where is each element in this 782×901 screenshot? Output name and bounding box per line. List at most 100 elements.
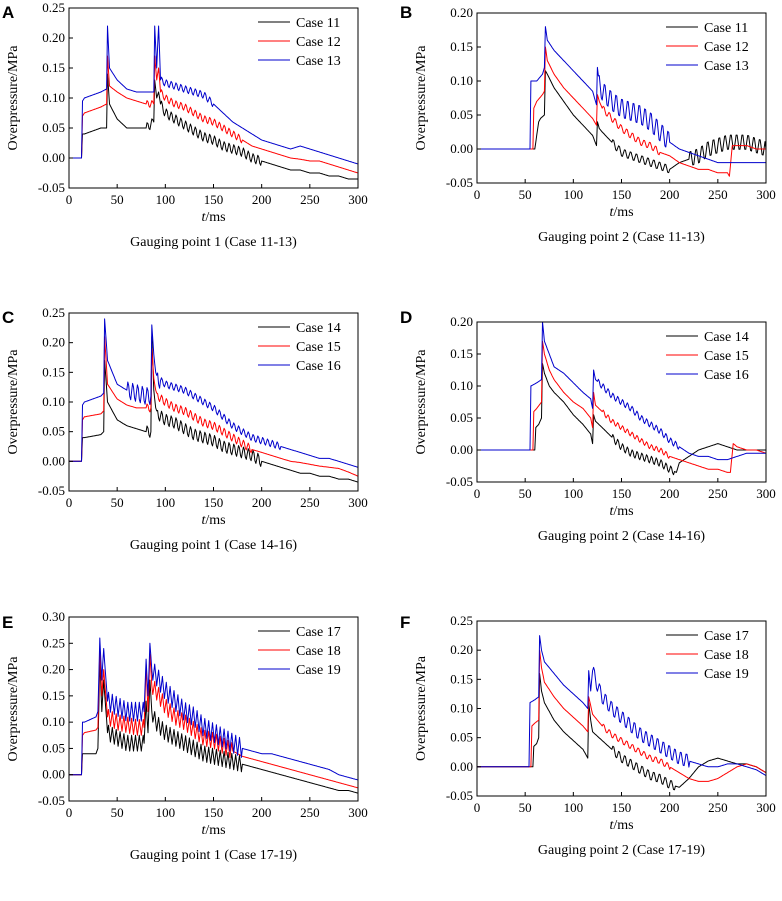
x-tick-label: 150 [612,486,632,501]
legend-label: Case 12 [704,40,749,55]
x-tick-label: 300 [756,486,776,501]
panel-caption: Gauging point 1 (Case 11-13) [130,235,297,250]
y-axis-label: Overpressure/MPa [6,349,21,455]
x-tick-label: 100 [564,187,584,202]
x-tick-label: 0 [66,192,73,207]
series-line-case-19 [477,635,767,777]
chart-panel-a: A 0 50 100 150 200 250 300 -0.05 0.00 0.05 0.10 0.15… [2,0,368,250]
y-tick-label: 0.25 [42,635,65,650]
series-line-case-15 [69,336,359,477]
y-tick-label: 0.10 [42,714,65,729]
y-tick-label: 0.05 [450,410,473,425]
series-line-case-11 [477,70,767,174]
y-axis-label: Overpressure/MPa [6,45,21,151]
x-tick-label: 150 [612,800,632,815]
x-tick-label: 200 [660,486,680,501]
y-tick-label: 0.00 [450,759,473,774]
y-tick-label: 0.10 [450,701,473,716]
x-tick-label: 100 [564,800,584,815]
y-tick-label: 0.20 [42,662,65,677]
x-tick-label: 100 [156,805,176,820]
y-tick-label: 0.15 [450,346,473,361]
panel-caption: Gauging point 1 (Case 17-19) [130,848,298,863]
x-tick-label: 150 [204,495,224,510]
legend-label: Case 16 [296,359,341,374]
x-tick-label: 250 [708,800,728,815]
chart-panel-c: C 0 50 100 150 200 250 300 -0.05 0.00 0.05 0.10 0.15… [2,305,368,553]
legend-label: Case 15 [704,349,749,364]
series-line-case-17 [69,658,359,794]
y-tick-label: 0.20 [42,335,65,350]
panel-letter: A [2,3,14,22]
x-tick-label: 100 [156,192,176,207]
y-axis-label: Overpressure/MPa [414,45,429,151]
y-tick-label: 0.00 [42,150,65,165]
x-tick-label: 300 [756,187,776,202]
y-tick-label: 0.10 [450,73,473,88]
series-line-case-11 [69,73,358,180]
series-line-case-19 [69,637,359,781]
x-tick-label: 250 [708,187,728,202]
legend-label: Case 13 [296,54,341,69]
chart-panel-e: E 0 50 100 150 200 250 300 -0.05 0.00 0.05 0.10 0.15… [2,609,368,863]
legend-label: Case 13 [704,59,749,74]
legend-label: Case 17 [704,629,749,644]
series-line-case-16 [477,321,766,461]
y-tick-label: 0.05 [450,107,473,122]
y-tick-label: 0.10 [450,378,473,393]
x-tick-label: 50 [111,495,124,510]
legend-label: Case 11 [704,21,748,36]
x-axis-label: t/ms [609,504,633,519]
x-tick-label: 250 [300,805,320,820]
x-tick-label: 150 [204,805,224,820]
y-tick-label: 0.00 [42,453,65,468]
x-tick-label: 0 [66,805,73,820]
y-tick-label: 0.15 [42,688,65,703]
chart-panel-d: D 0 50 100 150 200 250 300 -0.05 0.00 0.05 0.10 0.15… [400,308,776,544]
y-tick-label: -0.05 [38,180,65,195]
legend: Case 14 Case 15 Case 16 [258,321,341,374]
chart-panel-f: F 0 50 100 150 200 250 300 -0.05 0.00 0.05 0.10 0.15… [400,613,776,858]
x-tick-label: 150 [612,187,632,202]
legend-label: Case 14 [296,321,341,336]
x-tick-label: 200 [660,800,680,815]
y-tick-label: 0.05 [42,120,65,135]
y-tick-label: 0.10 [42,90,65,105]
panel-caption: Gauging point 2 (Case 14-16) [538,529,706,544]
x-tick-label: 50 [111,192,124,207]
legend: Case 11 Case 12 Case 13 [666,21,749,74]
panel-caption: Gauging point 2 (Case 11-13) [538,230,705,245]
x-tick-label: 0 [66,495,73,510]
plot-frame [476,12,767,184]
x-tick-label: 250 [708,486,728,501]
x-tick-label: 300 [348,805,368,820]
x-tick-label: 0 [474,800,481,815]
y-tick-label: 0.15 [42,364,65,379]
x-tick-label: 150 [204,192,224,207]
x-tick-label: 0 [474,486,481,501]
x-tick-label: 200 [252,495,272,510]
y-tick-label: 0.15 [42,60,65,75]
chart-panel-b: B 0 50 100 150 200 250 300 -0.05 0.00 0.05 0.10 0.15… [400,3,776,245]
y-axis-label: Overpressure/MPa [6,656,21,762]
x-axis-label: t/ms [201,823,225,838]
x-tick-label: 50 [519,486,532,501]
x-tick-label: 200 [252,192,272,207]
x-tick-label: 100 [564,486,584,501]
x-tick-label: 100 [156,495,176,510]
legend: Case 14 Case 15 Case 16 [666,330,749,383]
x-axis-label: t/ms [609,818,633,833]
x-axis-label: t/ms [609,205,633,220]
legend: Case 17 Case 18 Case 19 [258,625,341,678]
legend-label: Case 18 [296,644,341,659]
series-line-case-13 [477,26,766,164]
y-tick-label: 0.05 [42,424,65,439]
series-line-case-14 [69,336,359,483]
y-tick-label: 0.25 [42,0,65,15]
x-tick-label: 200 [660,187,680,202]
y-tick-label: -0.05 [38,793,65,808]
panel-caption: Gauging point 1 (Case 14-16) [130,538,298,553]
y-tick-label: 0.00 [450,442,473,457]
legend-label: Case 11 [296,16,340,31]
legend: Case 11 Case 12 Case 13 [258,16,341,69]
